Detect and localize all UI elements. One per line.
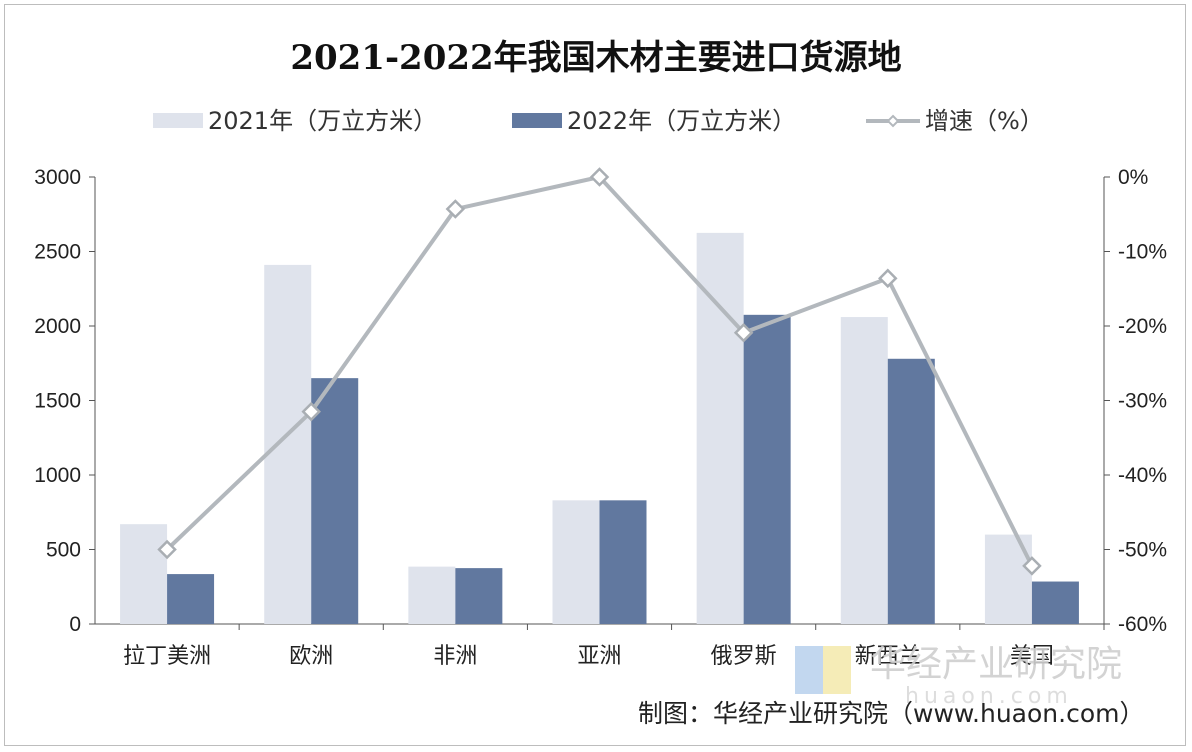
bar-2022 [311,378,359,624]
bars-group [120,232,1079,624]
chart-frame [4,4,1186,746]
watermark: 华经产业研究院 huaon.com [795,644,1122,709]
left-tick-label: 1000 [34,464,81,487]
left-tick-label: 500 [46,539,81,562]
growth-point [445,199,466,219]
legend-label-2021: 2021年（万立方米） [208,107,437,135]
right-tick-label: -60% [1118,613,1167,636]
right-axis-ticks: -60% -50% -40% -30% -20% -10% 0% [1104,166,1167,636]
left-tick-label: 0 [69,613,81,636]
growth-point [157,539,177,560]
left-tick-label: 3000 [34,166,81,189]
legend-swatch-growth-marker [886,114,900,128]
right-tick-label: -40% [1118,464,1167,487]
left-tick-label: 2000 [34,315,81,338]
category-label: 亚洲 [577,644,621,669]
left-tick-label: 1500 [34,390,81,413]
legend-label-growth: 增速（%） [925,107,1044,135]
bar-2021 [696,232,744,624]
category-label: 俄罗斯 [711,644,777,669]
growth-point [301,401,321,422]
growth-point [878,268,898,289]
bar-2022 [887,358,935,624]
growth-line-group [157,167,1042,576]
bar-2022 [167,574,215,624]
bar-2021 [552,500,600,624]
growth-point [733,322,754,343]
category-label: 非洲 [433,644,477,669]
watermark-logo-blue [795,646,823,694]
watermark-logo-yellow [823,646,851,694]
left-axis-ticks: 0 500 1000 1500 2000 2500 3000 [34,166,95,636]
bar-2022 [599,500,647,624]
legend-swatch-2021 [153,113,203,128]
bar-2021 [408,566,456,624]
right-tick-label: -20% [1118,315,1167,338]
right-tick-label: -10% [1118,241,1167,264]
bar-2021 [264,264,312,624]
bar-2022 [743,314,791,624]
right-tick-label: -30% [1118,390,1167,413]
watermark-url: huaon.com [905,684,1073,709]
category-label: 欧洲 [289,644,333,669]
category-label: 新西兰 [855,644,921,669]
bar-2021 [840,317,888,624]
watermark-name: 华经产业研究院 [870,644,1122,685]
legend: 2021年（万立方米） 2022年（万立方米） 增速（%） [153,107,1044,135]
source-note: 制图：华经产业研究院（www.huaon.com） [638,699,1144,728]
growth-point [589,167,610,187]
left-tick-label: 2500 [34,241,81,264]
right-tick-label: -50% [1118,539,1167,562]
growth-point [1022,556,1042,576]
bar-2021 [120,524,168,624]
category-label: 美国 [1010,644,1054,669]
category-labels: 拉丁美洲 欧洲 非洲 亚洲 俄罗斯 新西兰 美国 [123,624,1105,669]
legend-label-2022: 2022年（万立方米） [567,107,796,135]
right-tick-label: 0% [1118,166,1148,189]
legend-swatch-2022 [512,113,562,128]
chart-title: 2021-2022年我国木材主要进口货源地 [290,38,902,78]
category-label: 拉丁美洲 [123,644,211,669]
bar-2022 [1031,581,1079,624]
bar-2022 [455,568,503,624]
